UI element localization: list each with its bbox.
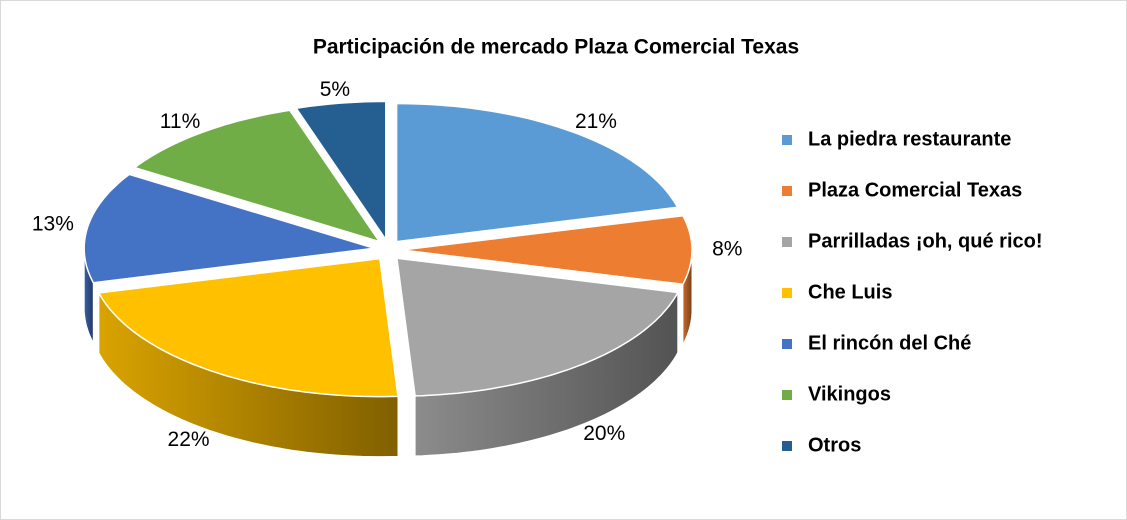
legend-swatch (782, 339, 792, 349)
data-label: 8% (712, 238, 742, 261)
legend-label: Parrilladas ¡oh, qué rico! (808, 230, 1043, 252)
legend-label: Otros (808, 434, 861, 456)
legend-label: Vikingos (808, 383, 891, 405)
data-label: 5% (320, 78, 350, 101)
data-label: 21% (575, 110, 617, 133)
data-label: 11% (160, 110, 200, 133)
legend-swatch (782, 390, 792, 400)
legend-label: La piedra restaurante (808, 128, 1011, 150)
pie-slice (396, 257, 679, 397)
pie-slice (97, 257, 399, 398)
pie-slice (294, 100, 387, 242)
pie-slice (83, 173, 375, 284)
legend-label: El rincón del Ché (808, 332, 971, 354)
legend-swatch (782, 135, 792, 145)
pie-slice (401, 214, 693, 286)
data-label: 22% (168, 428, 210, 451)
legend-label: Plaza Comercial Texas (808, 179, 1022, 201)
legend-swatch (782, 288, 792, 298)
data-label: 13% (32, 212, 74, 235)
legend-swatch (782, 441, 792, 451)
data-label: 20% (583, 422, 625, 445)
legend-label: Che Luis (808, 281, 892, 303)
legend-swatch (782, 237, 792, 247)
pie-slice (395, 102, 679, 243)
chart-title: Participación de mercado Plaza Comercial… (313, 36, 799, 59)
legend-swatch (782, 186, 792, 196)
pie-slice (132, 109, 382, 243)
